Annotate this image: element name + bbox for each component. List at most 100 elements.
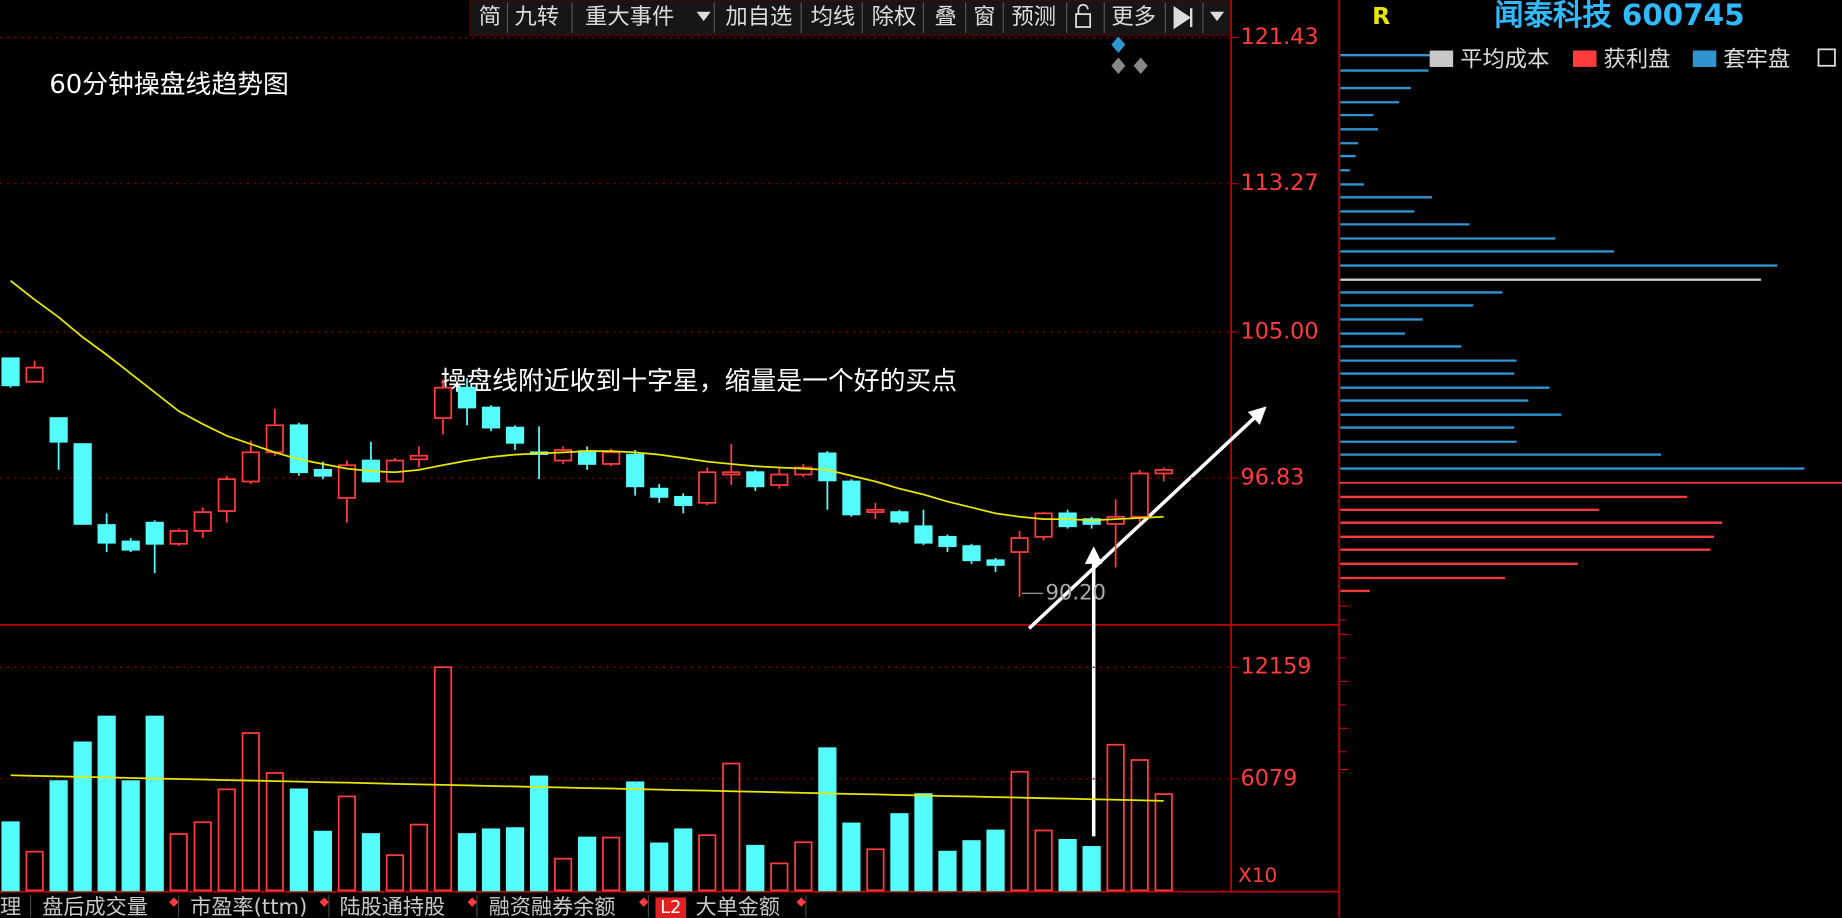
toolbar-button[interactable]: 叠 bbox=[935, 4, 957, 30]
volume-bar bbox=[361, 833, 381, 892]
bottom-badge: L2 bbox=[660, 898, 681, 918]
candle-body bbox=[121, 540, 140, 551]
candle-body bbox=[337, 464, 357, 499]
candle-body bbox=[746, 471, 765, 488]
settings-icon[interactable] bbox=[1817, 48, 1836, 67]
volume-bar bbox=[962, 840, 981, 892]
toolbar-button[interactable]: 窗 bbox=[973, 4, 995, 30]
tab-dot bbox=[467, 897, 477, 907]
candle-body bbox=[49, 417, 68, 443]
more-dropdown-icon[interactable] bbox=[1209, 11, 1225, 22]
volume-bar bbox=[938, 850, 957, 892]
arrow bbox=[1027, 406, 1267, 630]
low-marker-label: 90.20 bbox=[1046, 579, 1106, 604]
candle-body bbox=[289, 424, 308, 474]
bottom-tab[interactable]: 理 bbox=[0, 894, 21, 918]
volume-bar bbox=[385, 854, 405, 892]
volume-bar bbox=[866, 848, 885, 892]
candle-body bbox=[145, 521, 164, 545]
toolbar-button[interactable]: 重大事件 bbox=[585, 4, 674, 30]
diamond-icon bbox=[1111, 36, 1126, 53]
toolbar-button[interactable]: 加自选 bbox=[725, 4, 792, 30]
volume-bar bbox=[722, 762, 741, 892]
chip-small-ticks bbox=[1339, 605, 1349, 770]
volume-bar bbox=[1082, 846, 1101, 892]
candle-body bbox=[1154, 468, 1173, 475]
candle-body bbox=[1034, 512, 1053, 538]
volume-bar bbox=[914, 793, 933, 892]
tab-dot bbox=[639, 897, 649, 907]
candle-body bbox=[409, 454, 429, 461]
candle-body bbox=[698, 471, 717, 504]
volume-bar bbox=[169, 833, 188, 892]
candle-body bbox=[722, 471, 741, 476]
candle-body bbox=[650, 487, 669, 498]
candle-body bbox=[866, 508, 885, 513]
volume-bar bbox=[698, 834, 717, 892]
volume-bar bbox=[145, 715, 164, 892]
bottom-tab[interactable]: 大单金额 bbox=[695, 894, 780, 918]
tab-dot bbox=[319, 897, 329, 907]
moving-average-line bbox=[10, 280, 1164, 522]
volume-bar bbox=[457, 833, 477, 892]
toolbar-button[interactable]: 预测 bbox=[1011, 4, 1056, 30]
bottom-tab[interactable]: 市盈率(ttm) bbox=[190, 894, 307, 918]
volume-bar bbox=[337, 795, 357, 892]
candle-body bbox=[1, 357, 20, 387]
skip-icon[interactable] bbox=[1173, 6, 1193, 30]
candle-body bbox=[505, 426, 525, 444]
volume-bar bbox=[121, 780, 140, 892]
volume-bar bbox=[25, 850, 44, 892]
volume-bar bbox=[529, 775, 549, 892]
volume-bar bbox=[1010, 770, 1029, 892]
toolbar-button[interactable]: 均线 bbox=[811, 4, 856, 30]
candle-body bbox=[554, 449, 573, 462]
bottom-tab[interactable]: 陆股通持股 bbox=[340, 894, 446, 918]
volume-bar bbox=[313, 830, 332, 892]
dropdown-icon[interactable] bbox=[696, 11, 711, 22]
volume-bar bbox=[842, 822, 861, 892]
volume-bar bbox=[626, 781, 645, 892]
toolbar-button[interactable]: 九转 bbox=[515, 4, 560, 30]
candle-body bbox=[313, 468, 332, 477]
candle-body bbox=[433, 386, 453, 419]
volume-bar bbox=[770, 862, 789, 892]
volume-bar bbox=[578, 836, 597, 892]
toolbar-button[interactable]: 更多 bbox=[1111, 4, 1156, 30]
y-tick-label: 113.27 bbox=[1241, 170, 1319, 196]
tab-separators bbox=[29, 895, 807, 918]
bottom-tab[interactable]: 盘后成交量 bbox=[42, 894, 148, 918]
candle-body bbox=[914, 525, 933, 544]
diamond-icon bbox=[1133, 57, 1148, 75]
candle-body bbox=[1106, 515, 1125, 525]
volume-bar bbox=[505, 827, 525, 892]
lock-icon[interactable] bbox=[1075, 13, 1092, 28]
volume-bar bbox=[73, 741, 92, 892]
tab-dot bbox=[169, 897, 179, 907]
volume-bar bbox=[97, 715, 116, 892]
volume-bar bbox=[289, 788, 308, 892]
candle-body bbox=[193, 511, 212, 532]
volume-bar bbox=[1106, 743, 1125, 892]
volume-bar bbox=[794, 841, 813, 892]
candle-body bbox=[674, 496, 693, 507]
volume-bar bbox=[265, 772, 284, 892]
volume-bar bbox=[241, 732, 260, 892]
volume-average-line bbox=[10, 774, 1164, 802]
candle-body bbox=[1130, 472, 1149, 518]
candle-body bbox=[626, 453, 645, 488]
candle-body bbox=[1082, 518, 1101, 525]
legend-swatch bbox=[1692, 50, 1717, 67]
marker-label: R bbox=[1372, 2, 1390, 30]
bottom-tab[interactable]: 融资融券余额 bbox=[489, 894, 616, 918]
y-tick-label: 6079 bbox=[1241, 765, 1298, 791]
y-tick-label: 121.43 bbox=[1241, 24, 1319, 50]
volume-bar bbox=[746, 844, 765, 892]
annotation: 操盘线附近收到十字星，缩量是一个好的买点 bbox=[441, 366, 958, 396]
volume-bar bbox=[602, 836, 621, 892]
volume-bar bbox=[818, 747, 837, 892]
toolbar-button[interactable]: 简 bbox=[479, 4, 501, 30]
toolbar-button[interactable]: 除权 bbox=[872, 4, 917, 30]
lock-shackle bbox=[1077, 3, 1089, 15]
y-tick-label: 105.00 bbox=[1241, 318, 1319, 344]
